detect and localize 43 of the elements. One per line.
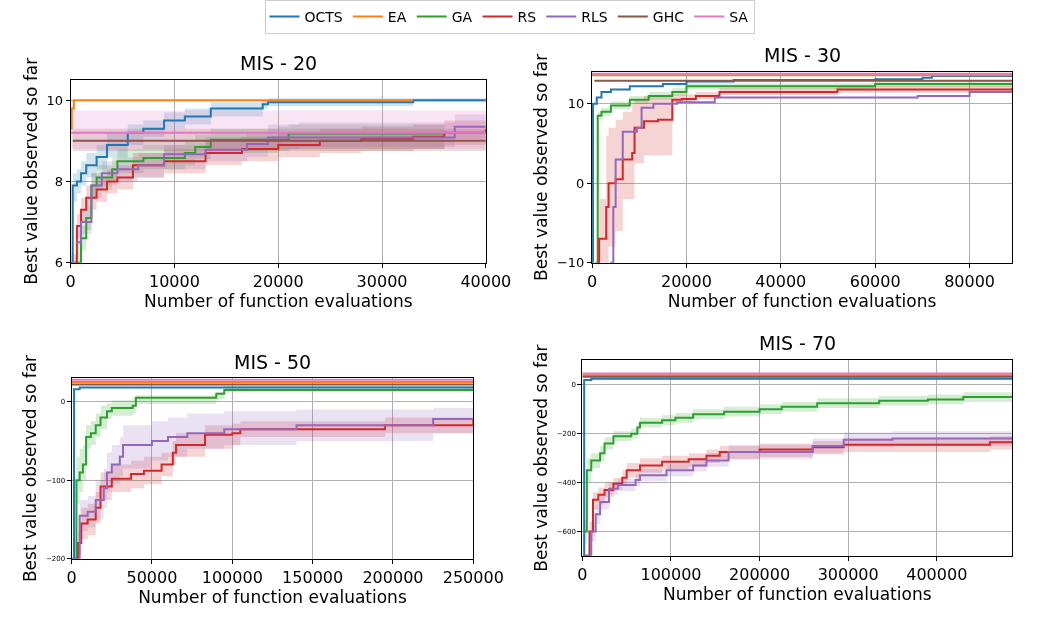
legend-label: GHC <box>652 9 685 26</box>
x-tick-label: 100000 <box>640 565 702 585</box>
y-axis-title: Best value observed so far <box>531 344 552 572</box>
x-tick-label: 150000 <box>282 568 344 588</box>
y-axis-title: Best value observed so far <box>20 354 41 583</box>
y-tick-label: 10 <box>567 96 585 112</box>
legend-label: EA <box>387 9 407 26</box>
y-tick-label: 6 <box>54 255 63 271</box>
y-tick-label: 8 <box>54 174 63 189</box>
y-tick-label: 0 <box>576 175 585 191</box>
x-tick-label: 30000 <box>356 271 408 291</box>
x-tick-label: 20000 <box>252 271 304 291</box>
legend-label: SA <box>729 9 749 26</box>
x-tick-label: 50000 <box>126 568 178 588</box>
x-tick-label: 60000 <box>849 271 901 291</box>
chart-title: MIS - 20 <box>240 52 318 74</box>
x-tick-label: 400000 <box>906 565 968 585</box>
legend-label: RS <box>517 9 537 26</box>
y-axis-title: Best value observed so far <box>531 53 552 281</box>
y-tick-label: 10 <box>46 92 63 108</box>
x-tick-label: 10000 <box>149 271 200 291</box>
x-tick-label: 100000 <box>201 568 263 588</box>
legend-label: GA <box>451 9 473 26</box>
chart-title: MIS - 70 <box>759 332 837 354</box>
x-tick-label: 40000 <box>755 271 807 291</box>
x-axis-title: Number of function evaluations <box>143 290 413 311</box>
x-axis-title: Number of function evaluations <box>662 584 932 605</box>
x-axis-title: Number of function evaluations <box>138 587 407 608</box>
chart-title: MIS - 30 <box>764 44 842 66</box>
x-tick-label: 200000 <box>729 565 791 585</box>
x-tick-label: 80000 <box>944 271 996 291</box>
x-tick-label: 40000 <box>460 271 512 291</box>
y-tick-label: −10 <box>556 255 585 271</box>
y-axis-title: Best value observed so far <box>20 57 41 285</box>
x-tick-label: 300000 <box>817 565 879 585</box>
x-axis-title: Number of function evaluations <box>667 290 937 311</box>
x-tick-label: 200000 <box>362 568 424 588</box>
legend-label: RLS <box>581 9 608 26</box>
x-tick-label: 250000 <box>442 568 504 588</box>
x-tick-label: 0 <box>586 271 598 291</box>
legend-label: OCTS <box>304 9 343 26</box>
chart-title: MIS - 50 <box>234 351 312 373</box>
x-tick-label: 20000 <box>660 271 712 291</box>
